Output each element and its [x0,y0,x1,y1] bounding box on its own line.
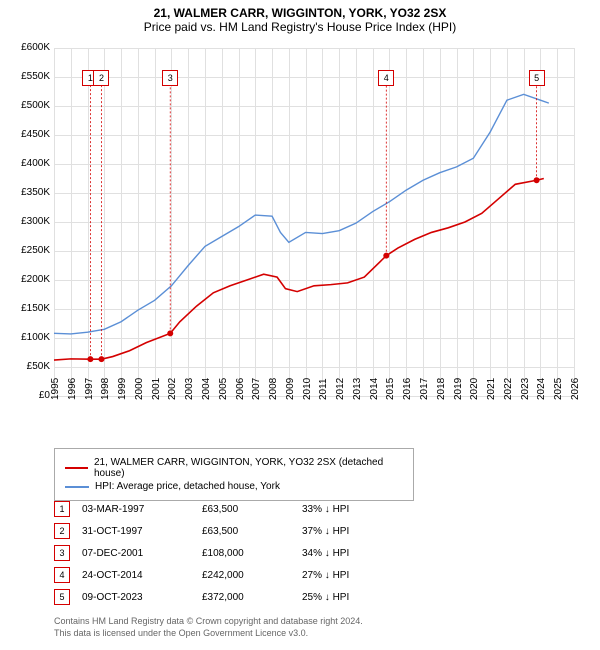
transaction-date: 09-OCT-2023 [82,592,202,603]
footer-line-2: This data is licensed under the Open Gov… [54,628,308,638]
transaction-date: 31-OCT-1997 [82,526,202,537]
x-axis-label: 2015 [385,378,396,400]
x-axis-label: 2021 [486,378,497,400]
x-axis-label: 2010 [302,378,313,400]
transaction-row: 5 09-OCT-2023£372,00025% ↓ HPI [54,586,402,608]
y-axis-label: £150K [2,303,50,314]
transaction-price: £63,500 [202,504,302,515]
y-axis-label: £450K [2,129,50,140]
x-axis-label: 1999 [117,378,128,400]
transaction-row: 3 07-DEC-2001£108,00034% ↓ HPI [54,542,402,564]
sale-point [534,177,540,183]
sale-point [383,253,389,259]
legend-swatch [65,467,88,469]
x-axis-label: 1996 [67,378,78,400]
y-axis-label: £50K [2,361,50,372]
transaction-marker: 4 [54,567,70,583]
transaction-table: 1 03-MAR-1997£63,50033% ↓ HPI 2 31-OCT-1997… [54,498,402,608]
x-axis-label: 2004 [201,378,212,400]
sale-marker-box: 5 [529,70,545,86]
y-axis-label: £550K [2,71,50,82]
legend: 21, WALMER CARR, WIGGINTON, YORK, YO32 2… [54,448,414,501]
sale-marker-box: 4 [378,70,394,86]
transaction-pct: 37% ↓ HPI [302,526,402,537]
y-axis-label: £300K [2,216,50,227]
transaction-marker: 3 [54,545,70,561]
y-axis-label: £600K [2,42,50,53]
x-axis-label: 2005 [218,378,229,400]
x-axis-label: 2017 [419,378,430,400]
x-axis-label: 2001 [151,378,162,400]
transaction-date: 24-OCT-2014 [82,570,202,581]
sale-marker-box: 3 [162,70,178,86]
transaction-pct: 25% ↓ HPI [302,592,402,603]
footer-line-1: Contains HM Land Registry data © Crown c… [54,616,363,626]
x-axis-label: 2012 [335,378,346,400]
chart-title: 21, WALMER CARR, WIGGINTON, YORK, YO32 2… [0,0,600,20]
x-axis-label: 2022 [503,378,514,400]
transaction-price: £372,000 [202,592,302,603]
transaction-price: £63,500 [202,526,302,537]
x-axis-label: 2023 [520,378,531,400]
x-axis-label: 2024 [536,378,547,400]
x-axis-label: 2016 [402,378,413,400]
x-axis-label: 2002 [167,378,178,400]
x-axis-label: 2003 [184,378,195,400]
y-axis-label: £200K [2,274,50,285]
y-axis-label: £100K [2,332,50,343]
transaction-pct: 27% ↓ HPI [302,570,402,581]
transaction-price: £242,000 [202,570,302,581]
y-axis-label: £500K [2,100,50,111]
legend-swatch [65,486,89,488]
transaction-price: £108,000 [202,548,302,559]
y-axis-label: £350K [2,187,50,198]
x-axis-label: 2000 [134,378,145,400]
transaction-row: 1 03-MAR-1997£63,50033% ↓ HPI [54,498,402,520]
x-axis-label: 2011 [318,378,329,400]
chart-plot-area [54,48,574,396]
x-axis-label: 2026 [570,378,581,400]
x-axis-label: 2019 [453,378,464,400]
transaction-date: 07-DEC-2001 [82,548,202,559]
x-axis-label: 2007 [251,378,262,400]
x-axis-label: 1995 [50,378,61,400]
x-axis-label: 2020 [469,378,480,400]
series-line [54,179,544,361]
series-line [54,94,549,334]
sale-marker-box: 2 [93,70,109,86]
x-axis-label: 2009 [285,378,296,400]
transaction-pct: 34% ↓ HPI [302,548,402,559]
transaction-date: 03-MAR-1997 [82,504,202,515]
y-axis-label: £400K [2,158,50,169]
legend-item: HPI: Average price, detached house, York [65,481,403,492]
y-axis-label: £250K [2,245,50,256]
sale-point [98,356,104,362]
legend-item: 21, WALMER CARR, WIGGINTON, YORK, YO32 2… [65,457,403,479]
x-axis-label: 1998 [100,378,111,400]
x-axis-label: 2014 [369,378,380,400]
transaction-row: 2 31-OCT-1997£63,50037% ↓ HPI [54,520,402,542]
x-axis-label: 2006 [235,378,246,400]
transaction-marker: 5 [54,589,70,605]
transaction-pct: 33% ↓ HPI [302,504,402,515]
legend-label: 21, WALMER CARR, WIGGINTON, YORK, YO32 2… [94,457,403,479]
x-axis-label: 2008 [268,378,279,400]
y-axis-label: £0 [2,390,50,401]
x-axis-label: 1997 [84,378,95,400]
x-axis-label: 2018 [436,378,447,400]
legend-label: HPI: Average price, detached house, York [95,481,280,492]
chart-subtitle: Price paid vs. HM Land Registry's House … [0,20,600,38]
transaction-marker: 2 [54,523,70,539]
chart-svg [54,48,574,396]
sale-point [167,330,173,336]
x-axis-label: 2025 [553,378,564,400]
transaction-row: 4 24-OCT-2014£242,00027% ↓ HPI [54,564,402,586]
sale-point [87,356,93,362]
grid-line-v [574,48,575,396]
x-axis-label: 2013 [352,378,363,400]
transaction-marker: 1 [54,501,70,517]
